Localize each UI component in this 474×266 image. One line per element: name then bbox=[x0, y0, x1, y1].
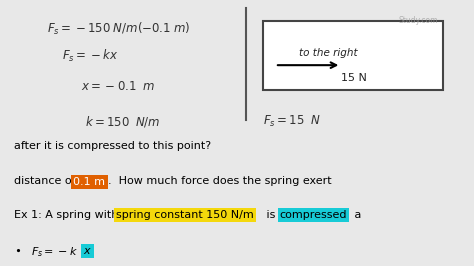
Text: is: is bbox=[263, 210, 279, 220]
Text: $k = 150 \;\; N/m$: $k = 150 \;\; N/m$ bbox=[85, 114, 161, 129]
Text: $x = -0.1 \;\; m$: $x = -0.1 \;\; m$ bbox=[81, 80, 155, 93]
Text: spring constant 150 N/m: spring constant 150 N/m bbox=[116, 210, 254, 220]
Text: 0.1 m: 0.1 m bbox=[73, 177, 106, 187]
Text: to the right: to the right bbox=[299, 48, 357, 58]
Text: Ex 1: A spring with: Ex 1: A spring with bbox=[14, 210, 122, 220]
Text: $x$: $x$ bbox=[83, 246, 92, 256]
Text: $F_s = -k$: $F_s = -k$ bbox=[31, 245, 78, 259]
Text: after it is compressed to this point?: after it is compressed to this point? bbox=[14, 141, 211, 151]
Text: $F_s = 15 \;\; N$: $F_s = 15 \;\; N$ bbox=[263, 114, 321, 130]
Text: compressed: compressed bbox=[280, 210, 347, 220]
Text: .  How much force does the spring exert: . How much force does the spring exert bbox=[108, 176, 332, 186]
Text: $F_s = -kx$: $F_s = -kx$ bbox=[62, 48, 118, 64]
Text: 15 N: 15 N bbox=[341, 73, 367, 83]
FancyBboxPatch shape bbox=[263, 21, 443, 90]
Text: Study.com: Study.com bbox=[398, 16, 438, 25]
Text: distance of: distance of bbox=[14, 176, 79, 186]
Text: $F_s = -150 \; N/m(-0.1 \; m)$: $F_s = -150 \; N/m(-0.1 \; m)$ bbox=[47, 21, 191, 38]
Text: $\bullet$: $\bullet$ bbox=[14, 245, 21, 255]
Text: a: a bbox=[351, 210, 361, 220]
